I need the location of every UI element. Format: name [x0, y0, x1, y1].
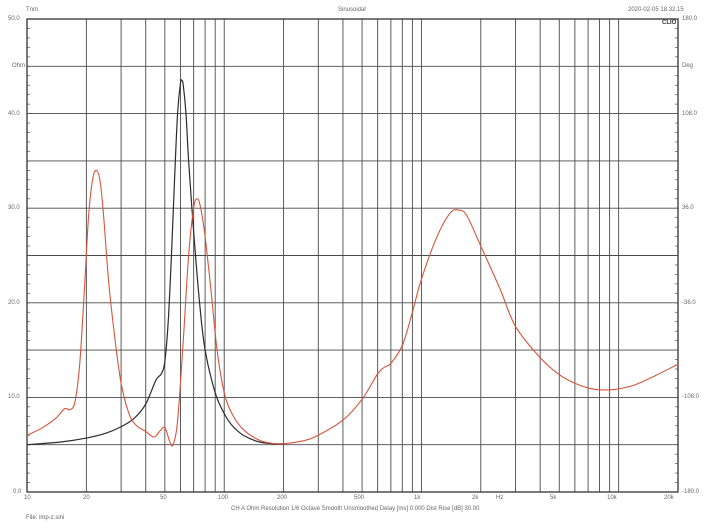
x-tick-label: 1k — [414, 495, 421, 501]
y-tick-label: 30.0 — [8, 205, 20, 211]
y2-tick-label: -108.0 — [682, 394, 700, 400]
y-tick-label: 40.0 — [8, 111, 20, 117]
x-tick-label: 100 — [218, 495, 229, 501]
left-unit-label: Ohm — [12, 63, 26, 69]
x-tick-label: 10k — [607, 495, 617, 501]
x-unit-label: Hz — [496, 495, 504, 501]
y2-tick-label: -180.0 — [682, 489, 700, 495]
y-tick-label: 0.0 — [13, 489, 22, 495]
chart-title: Sinusoidal — [338, 7, 366, 13]
series-red-line — [26, 169, 679, 447]
y-tick-label: 50.0 — [8, 16, 20, 22]
file-name: File: imp-z.sini — [26, 515, 65, 521]
y2-tick-label: -36.0 — [682, 300, 696, 306]
x-tick-label: 20 — [83, 495, 90, 501]
x-tick-label: 500 — [354, 495, 365, 501]
measurement-settings: CH A Ohm Resolution 1/6 Octave Smooth Un… — [231, 506, 480, 512]
y2-tick-label: 180.0 — [682, 16, 698, 22]
y2-tick-label: 36.0 — [682, 205, 694, 211]
x-tick-label: 10 — [24, 495, 31, 501]
y-tick-label: 10.0 — [8, 394, 20, 400]
plot-frame — [26, 18, 679, 493]
header-left-title: Tnm — [26, 7, 38, 13]
x-tick-label: 20k — [664, 495, 674, 501]
y-tick-label: 20.0 — [8, 300, 20, 306]
timestamp: 2020-02-05 18.32.15 — [628, 7, 684, 13]
right-unit-label: Deg — [682, 63, 694, 69]
x-tick-label: 5k — [550, 495, 557, 501]
grid-lines — [27, 19, 678, 492]
series-black-line — [26, 79, 284, 446]
x-tick-label: 200 — [277, 495, 288, 501]
x-tick-label: 50 — [160, 495, 167, 501]
x-tick-label: 2k — [472, 495, 479, 501]
y2-tick-label: 108.0 — [682, 111, 698, 117]
brand-logo: CLIO — [662, 20, 677, 26]
